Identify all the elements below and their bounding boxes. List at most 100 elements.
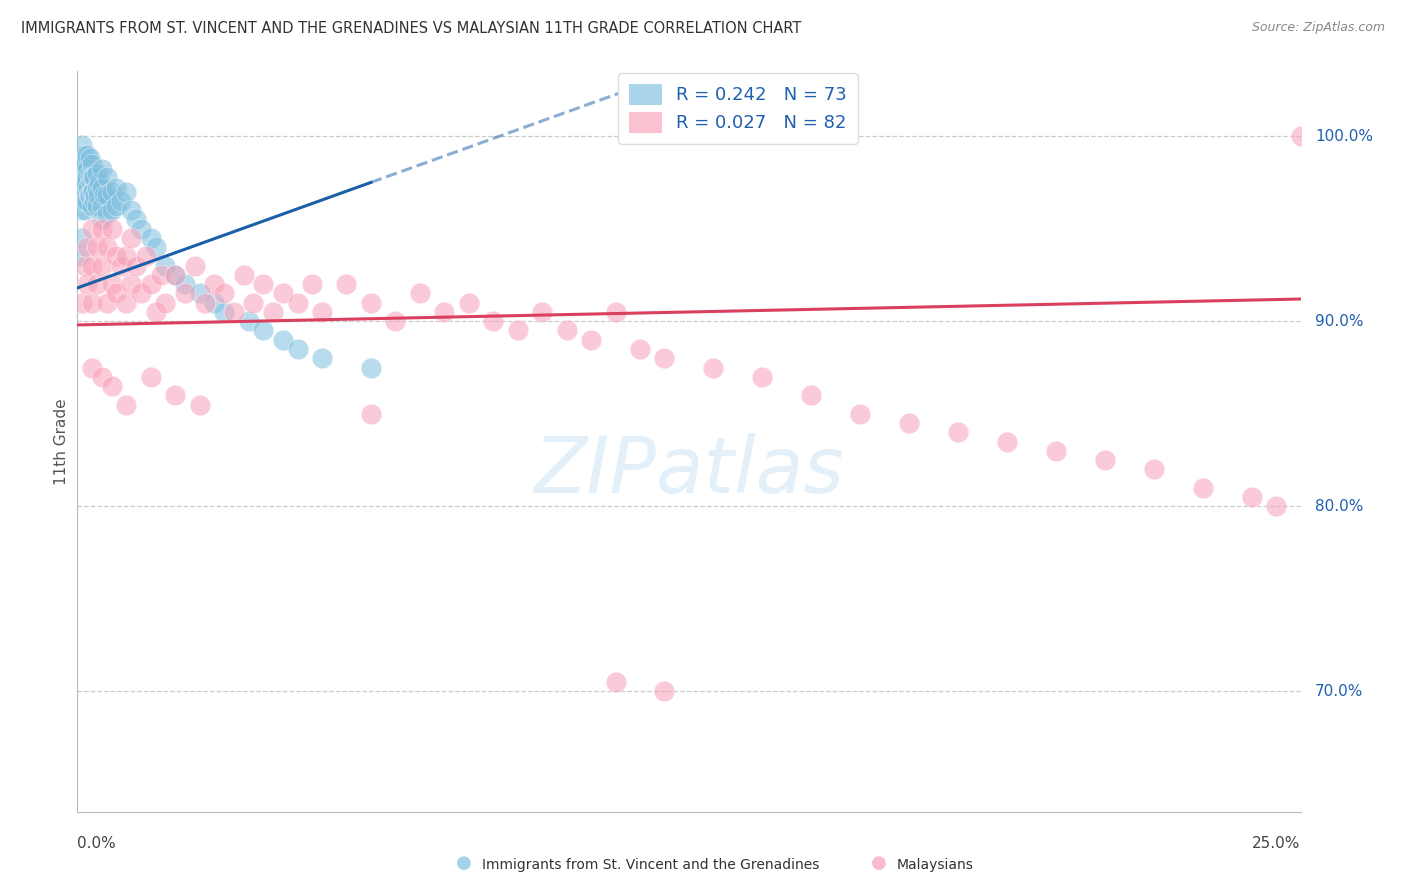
Point [115,397,138,411]
Point [579,333,602,347]
Point [96,207,118,221]
Point [110,194,132,208]
Point [70,203,93,218]
Point [90,181,112,195]
Point [76,147,98,161]
Point [115,185,138,199]
Point [202,277,225,292]
Point [76,169,98,184]
Point [115,295,138,310]
Point [1289,129,1312,144]
Point [100,203,122,218]
Text: ●: ● [456,855,472,872]
Text: Source: ZipAtlas.com: Source: ZipAtlas.com [1251,21,1385,34]
Point [174,286,197,301]
Legend: R = 0.242   N = 73, R = 0.027   N = 82: R = 0.242 N = 73, R = 0.027 N = 82 [619,73,858,144]
Point [232,268,254,282]
Point [188,397,211,411]
Point [120,277,142,292]
Point [67,249,90,263]
Point [70,295,93,310]
Point [946,425,969,440]
Point [605,675,627,690]
Point [174,277,197,292]
Point [73,166,96,180]
Point [100,185,122,199]
Point [79,169,101,184]
Point [120,231,142,245]
Point [80,360,103,375]
Point [531,305,554,319]
Point [654,351,676,366]
Point [90,259,112,273]
Point [69,185,91,199]
Point [83,194,105,208]
Point [506,323,529,337]
Point [100,277,122,292]
Point [1191,481,1213,495]
Point [82,169,104,184]
Point [1045,443,1067,458]
Point [73,259,96,273]
Point [605,305,627,319]
Point [80,185,103,199]
Point [238,314,260,328]
Point [165,268,187,282]
Point [76,240,98,254]
Point [165,388,187,402]
Point [212,286,235,301]
Point [77,188,100,202]
Point [80,221,103,235]
Point [83,169,105,184]
Point [188,286,211,301]
Point [80,295,103,310]
Point [155,259,177,273]
Point [90,221,112,235]
Point [90,369,112,384]
Point [93,188,115,202]
Point [202,295,225,310]
Text: 100.0%: 100.0% [1315,128,1374,144]
Text: 25.0%: 25.0% [1253,836,1301,851]
Point [287,342,309,356]
Point [70,157,93,171]
Point [898,416,921,430]
Point [86,277,108,292]
Point [115,249,138,263]
Text: ZIPatlas: ZIPatlas [533,434,845,509]
Point [751,369,773,384]
Text: ●: ● [870,855,887,872]
Point [360,295,382,310]
Point [139,231,162,245]
Point [849,407,872,421]
Point [311,351,333,366]
Point [252,277,274,292]
Point [80,259,103,273]
Point [90,162,112,177]
Point [120,203,142,218]
Point [125,212,148,227]
Point [360,407,382,421]
Point [193,295,215,310]
Point [242,295,264,310]
Point [1143,462,1166,476]
Point [222,305,245,319]
Point [155,295,177,310]
Point [995,434,1018,449]
Point [96,240,118,254]
Point [89,175,111,190]
Point [79,152,101,166]
Point [96,188,118,202]
Point [80,157,103,171]
Point [87,188,110,202]
Point [165,268,187,282]
Point [70,231,93,245]
Point [80,175,103,190]
Point [212,305,235,319]
Point [73,147,96,161]
Point [75,175,97,190]
Point [262,305,284,319]
Text: Malaysians: Malaysians [897,858,974,872]
Point [105,286,128,301]
Text: 0.0%: 0.0% [77,836,117,851]
